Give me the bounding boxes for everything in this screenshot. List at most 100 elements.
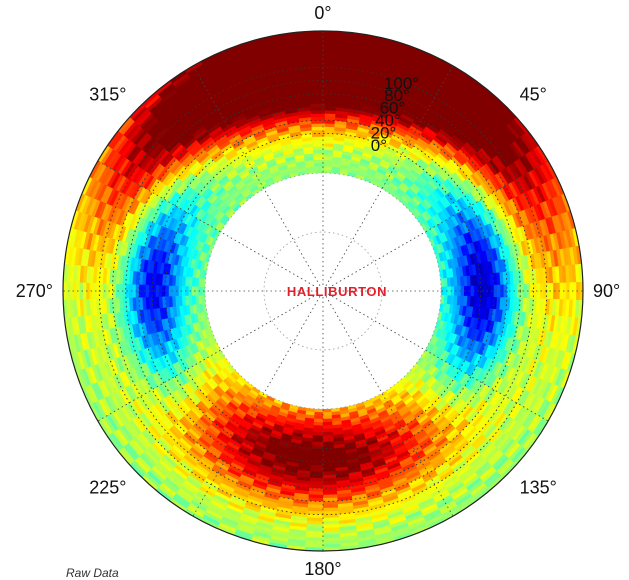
heatmap-cell	[448, 380, 460, 394]
heatmap-cell	[392, 444, 407, 455]
heatmap-cell	[284, 460, 299, 468]
heatmap-cell	[198, 250, 205, 261]
heatmap-cell	[321, 454, 335, 460]
heatmap-cell	[465, 206, 475, 221]
heatmap-cell	[479, 147, 494, 164]
heatmap-cell	[321, 408, 332, 413]
heatmap-cell	[382, 123, 398, 133]
heatmap-cell	[277, 163, 290, 171]
heatmap-cell	[216, 199, 227, 211]
halliburton-logo: HALLIBURTON	[287, 284, 387, 299]
heatmap-cell	[320, 537, 341, 542]
heatmap-cell	[229, 73, 248, 84]
heatmap-cell	[211, 218, 221, 229]
heatmap-cell	[177, 483, 196, 498]
heatmap-cell	[255, 393, 267, 402]
heatmap-cell	[521, 432, 537, 452]
heatmap-cell	[404, 203, 415, 213]
heatmap-cell	[526, 327, 535, 346]
heatmap-cell	[206, 234, 215, 246]
heatmap-cell	[410, 485, 429, 497]
heatmap-cell	[159, 341, 168, 356]
heatmap-cell	[417, 369, 427, 381]
heatmap-cell	[363, 401, 374, 410]
heatmap-cell	[379, 161, 391, 171]
heatmap-cell	[508, 182, 520, 200]
heatmap-cell	[240, 130, 256, 141]
heatmap-cell	[139, 202, 150, 219]
heatmap-cell	[101, 376, 114, 396]
heatmap-cell	[311, 119, 325, 124]
heatmap-cell	[389, 394, 401, 404]
heatmap-cell	[479, 239, 487, 253]
heatmap-cell	[191, 204, 202, 218]
heatmap-cell	[546, 314, 553, 334]
heatmap-cell	[516, 311, 524, 329]
heatmap-cell	[456, 467, 474, 482]
heatmap-cell	[497, 416, 512, 433]
heatmap-cell	[366, 445, 381, 454]
heatmap-cell	[88, 345, 98, 366]
heatmap-cell	[105, 281, 110, 299]
heatmap-cell	[180, 168, 193, 182]
heatmap-cell	[388, 471, 405, 481]
heatmap-cell	[136, 185, 148, 202]
heatmap-cell	[114, 339, 123, 358]
heatmap-cell	[353, 145, 366, 153]
heatmap-cell	[521, 192, 532, 211]
heatmap-cell	[290, 431, 303, 438]
heatmap-cell	[176, 371, 187, 386]
heatmap-cell	[228, 461, 245, 472]
heatmap-cell	[205, 176, 217, 188]
heatmap-cell	[272, 172, 283, 181]
heatmap-cell	[446, 379, 457, 392]
heatmap-cell	[459, 336, 468, 350]
heatmap-cell	[227, 170, 240, 181]
heatmap-cell	[463, 244, 471, 257]
heatmap-cell	[464, 362, 475, 377]
heatmap-cell	[415, 205, 426, 216]
heatmap-cell	[452, 437, 468, 452]
heatmap-cell	[174, 163, 188, 178]
heatmap-cell	[258, 109, 275, 119]
heatmap-cell	[415, 140, 430, 152]
heatmap-cell	[572, 246, 580, 268]
heatmap-cell	[404, 176, 416, 187]
heatmap-cell	[197, 319, 205, 331]
heatmap-cell	[485, 426, 500, 443]
heatmap-cell	[212, 106, 230, 119]
heatmap-cell	[402, 510, 423, 522]
heatmap-cell	[507, 243, 515, 260]
heatmap-cell	[458, 469, 476, 485]
heatmap-cell	[131, 227, 140, 245]
heatmap-cell	[483, 285, 488, 299]
heatmap-cell	[311, 434, 323, 440]
heatmap-cell	[353, 142, 367, 150]
heatmap-cell	[559, 231, 568, 252]
heatmap-cell	[178, 181, 190, 196]
heatmap-cell	[474, 438, 490, 454]
outer-boundary	[62, 30, 584, 552]
heatmap-cell	[440, 340, 449, 352]
heatmap-cell	[518, 194, 529, 212]
heatmap-cell	[468, 114, 486, 130]
heatmap-cell	[205, 94, 224, 107]
heatmap-cell	[224, 147, 238, 159]
heatmap-cell	[163, 135, 179, 151]
heatmap-cell	[488, 208, 498, 224]
heatmap-cell	[231, 158, 245, 169]
heatmap-cell	[246, 74, 265, 84]
heatmap-cell	[206, 122, 222, 135]
heatmap-cell	[465, 410, 479, 425]
heatmap-cell	[236, 46, 257, 56]
heatmap-cell	[157, 248, 165, 263]
heatmap-cell	[431, 138, 446, 152]
heatmap-cell	[484, 406, 498, 423]
heatmap-cell	[240, 506, 260, 517]
heatmap-cell	[222, 144, 236, 156]
heatmap-cell	[436, 106, 453, 120]
heatmap-cell	[188, 365, 198, 378]
heatmap-cell	[553, 176, 566, 198]
heatmap-cell	[379, 447, 395, 456]
